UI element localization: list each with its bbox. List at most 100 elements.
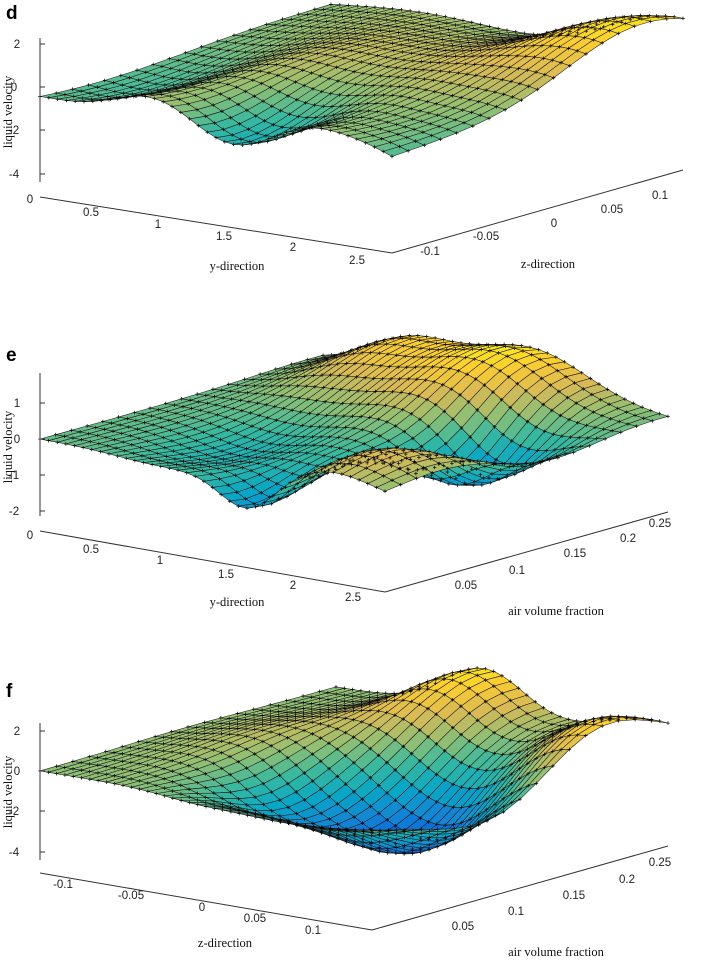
grid-marker xyxy=(472,32,477,37)
surface-e xyxy=(38,333,670,511)
grid-marker xyxy=(403,26,408,30)
grid-marker xyxy=(327,31,332,36)
grid-marker xyxy=(139,92,144,96)
grid-marker xyxy=(348,9,352,13)
grid-marker xyxy=(130,92,135,96)
grid-marker xyxy=(280,17,285,21)
grid-marker xyxy=(524,54,528,59)
grid-marker xyxy=(377,118,381,122)
grid-marker xyxy=(98,98,102,102)
grid-marker xyxy=(499,64,503,69)
grid-marker xyxy=(359,60,364,64)
grid-marker xyxy=(299,24,304,29)
grid-marker xyxy=(396,132,400,137)
grid-marker xyxy=(214,135,218,140)
grid-marker xyxy=(484,88,488,92)
grid-marker xyxy=(371,83,375,88)
grid-marker xyxy=(361,71,365,76)
grid-marker xyxy=(338,3,342,7)
x-tick-e: 0.5 xyxy=(83,544,99,556)
x-tick-d: 1.5 xyxy=(216,231,232,243)
grid-marker xyxy=(323,45,327,50)
grid-marker xyxy=(506,33,511,37)
grid-marker xyxy=(439,32,443,36)
grid-marker xyxy=(163,83,167,87)
grid-marker xyxy=(280,52,285,57)
y-tick-d: 0.1 xyxy=(652,190,668,202)
grid-marker xyxy=(274,137,278,142)
grid-marker xyxy=(569,25,574,30)
grid-marker xyxy=(315,51,320,56)
grid-marker xyxy=(114,95,119,100)
grid-marker xyxy=(446,27,451,32)
grid-marker xyxy=(173,86,177,90)
grid-marker xyxy=(167,56,172,61)
grid-marker xyxy=(333,117,337,122)
grid-marker xyxy=(292,65,296,70)
grid-marker xyxy=(417,10,421,14)
grid-marker xyxy=(613,15,618,20)
grid-marker xyxy=(355,137,359,141)
grid-marker xyxy=(204,71,208,75)
grid-marker xyxy=(356,42,361,47)
grid-marker xyxy=(449,39,453,43)
grid-marker xyxy=(364,93,368,98)
grid-marker xyxy=(363,141,368,145)
grid-marker xyxy=(154,82,158,86)
grid-marker xyxy=(532,55,537,59)
grid-marker xyxy=(311,36,315,41)
grid-marker xyxy=(277,43,282,48)
grid-marker xyxy=(406,85,411,90)
grid-marker xyxy=(341,115,346,120)
grid-marker xyxy=(188,77,192,82)
grid-marker xyxy=(505,28,509,32)
grid-marker xyxy=(654,14,659,18)
grid-marker xyxy=(168,94,173,98)
z-axis-label-d: liquid velocity xyxy=(1,75,15,148)
grid-marker xyxy=(281,56,286,61)
grid-marker xyxy=(377,22,382,27)
grid-marker xyxy=(544,31,549,35)
grid-marker xyxy=(132,94,136,99)
grid-marker xyxy=(610,22,615,27)
grid-marker xyxy=(372,145,377,149)
grid-marker xyxy=(509,79,513,84)
grid-marker xyxy=(260,43,264,48)
grid-marker xyxy=(273,57,277,61)
grid-marker xyxy=(335,124,340,129)
grid-marker xyxy=(543,72,547,77)
grid-marker xyxy=(334,65,339,70)
x-tick-f: 0.1 xyxy=(305,925,321,937)
grid-marker xyxy=(393,19,398,23)
grid-marker xyxy=(321,7,326,12)
y-tick-d: -0.05 xyxy=(473,231,499,243)
grid-marker xyxy=(482,75,487,79)
grid-marker xyxy=(89,97,94,102)
grid-marker xyxy=(223,140,227,144)
x-tick-e: 0 xyxy=(27,530,33,542)
grid-marker xyxy=(481,34,486,38)
grid-marker xyxy=(405,75,409,80)
grid-marker xyxy=(176,58,180,63)
grid-marker xyxy=(196,123,201,128)
grid-marker xyxy=(598,26,603,31)
grid-marker xyxy=(355,93,359,98)
grid-marker xyxy=(337,131,341,135)
grid-marker xyxy=(452,106,456,110)
grid-marker xyxy=(415,86,419,91)
grid-marker xyxy=(329,36,333,40)
grid-marker xyxy=(343,67,348,72)
grid-marker xyxy=(207,77,211,81)
grid-marker xyxy=(324,119,328,124)
grid-marker xyxy=(261,50,266,54)
grid-marker xyxy=(127,75,132,80)
panel-e: e 1 0 -1 -2 liquid velocity 0 0.5 1 1.5 … xyxy=(1,333,671,618)
grid-marker xyxy=(454,131,459,135)
surface-d xyxy=(38,2,685,159)
grid-marker xyxy=(472,62,477,67)
grid-marker xyxy=(397,84,402,89)
grid-marker xyxy=(339,104,343,108)
grid-marker xyxy=(70,87,75,91)
grid-marker xyxy=(193,62,198,66)
y-axis-e xyxy=(384,511,669,593)
